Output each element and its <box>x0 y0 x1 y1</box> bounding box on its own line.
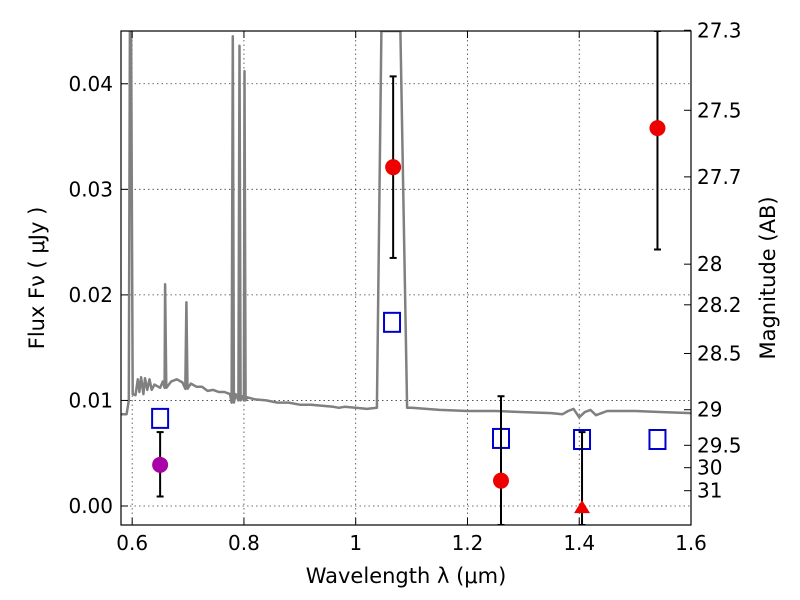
mag-tick-label: 27.7 <box>697 165 742 189</box>
plot-frame <box>120 30 692 526</box>
plot-area <box>121 31 691 525</box>
mag-tick-label: 28.5 <box>697 341 742 365</box>
model-spectrum-line <box>121 31 691 419</box>
model-photometry-point <box>151 407 170 429</box>
mag-tick-label: 28 <box>697 252 722 276</box>
x-tick-label: 1.6 <box>675 531 707 555</box>
axis-ticks: 0.6 0.8 1 1.2 1.4 1.6 0.00 0.01 0.02 0.03 0.04 27.3… <box>68 18 741 555</box>
x-tick-label: 0.8 <box>228 531 260 555</box>
mag-tick-label: 30 <box>697 456 722 480</box>
x-tick-label: 1.4 <box>563 531 595 555</box>
mag-tick-label: 28.2 <box>697 293 742 317</box>
right-axis-label: Magnitude (AB) <box>756 196 780 359</box>
mag-tick-label: 27.3 <box>697 18 742 42</box>
x-axis-label: Wavelength λ (μm) <box>306 564 507 588</box>
detection-point <box>649 120 666 137</box>
detection-point <box>493 472 509 489</box>
y-tick-label: 0.03 <box>68 177 113 201</box>
y-tick-label: 0.01 <box>68 388 113 412</box>
x-tick-label: 1 <box>349 531 362 555</box>
y-tick-label: 0.02 <box>68 283 113 307</box>
mag-tick-label: 31 <box>697 479 722 503</box>
x-tick-label: 0.6 <box>116 531 148 555</box>
upper-limit-marker <box>574 500 591 514</box>
detection-point <box>385 159 402 176</box>
y-tick-label: 0.04 <box>68 72 113 96</box>
y-tick-label: 0.00 <box>68 494 113 518</box>
model-photometry-point <box>383 311 402 333</box>
model-photometry-point <box>648 429 667 450</box>
optical-detection-point <box>152 456 169 473</box>
x-tick-label: 1.2 <box>452 531 484 555</box>
y-axis-label: Flux Fν ( μJy ) <box>25 207 49 350</box>
mag-tick-label: 29 <box>697 398 722 422</box>
mag-tick-label: 29.5 <box>697 433 742 457</box>
mag-tick-label: 27.5 <box>697 98 742 122</box>
